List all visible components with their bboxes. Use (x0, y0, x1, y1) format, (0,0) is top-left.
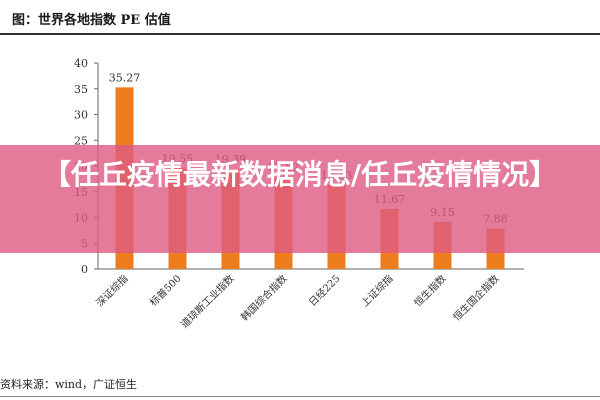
page-title: 图：世界各地指数 PE 估值 (12, 13, 171, 28)
y-tick-label: 30 (74, 109, 88, 122)
category-label: 日经225 (306, 272, 343, 309)
overlay-banner (0, 145, 600, 253)
title-bar: 图：世界各地指数 PE 估值 (0, 0, 600, 35)
y-tick-label: 35 (74, 83, 88, 96)
bottom-divider (0, 396, 600, 397)
y-tick-label: 25 (74, 134, 88, 147)
category-label: 深证综指 (93, 272, 130, 309)
category-label: 上证综指 (358, 272, 395, 309)
category-label: 恒生国企指数 (450, 272, 502, 324)
category-label: 恒生指数 (411, 272, 448, 309)
y-tick-label: 40 (74, 57, 88, 70)
title-divider (0, 33, 600, 35)
category-label: 标普500 (147, 272, 184, 309)
category-label: 道琼斯工业指数 (178, 272, 237, 331)
category-label: 韩国综合指数 (238, 272, 290, 324)
source-note: 资料来源：wind，广证恒生 (0, 378, 138, 391)
overlay-banner-text: 【任丘疫情最新数据消息/任丘疫情情况】 (42, 158, 558, 191)
data-label: 35.27 (109, 71, 141, 84)
y-tick-label: 0 (81, 263, 88, 276)
